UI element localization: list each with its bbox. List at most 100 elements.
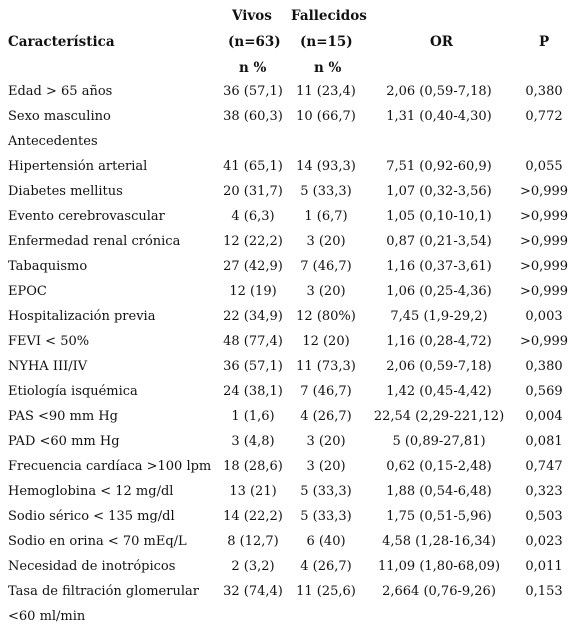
table-row: Evento cerebrovascular 4 (6,3) 1 (6,7) 1,05… xyxy=(0,204,578,229)
row-vivos: 1 (1,6) xyxy=(231,409,275,424)
row-or: 2,664 (0,76-9,26) xyxy=(382,584,496,599)
row-p: 0,380 xyxy=(525,84,563,99)
row-fallecidos: 3 (20) xyxy=(306,234,346,249)
row-p: 0,772 xyxy=(525,109,563,124)
row-vivos: 8 (12,7) xyxy=(227,534,279,549)
row-vivos: 12 (19) xyxy=(229,284,277,299)
table-row: Necesidad de inotrópicos 2 (3,2) 4 (26,7) 1… xyxy=(0,554,578,579)
row-vivos: 2 (3,2) xyxy=(231,559,275,574)
row-p: 0,569 xyxy=(525,384,563,399)
row-vivos: 18 (28,6) xyxy=(223,459,283,474)
row-label: Etiología isquémica xyxy=(8,384,138,399)
row-p: 0,503 xyxy=(525,509,563,524)
row-p: 0,023 xyxy=(525,534,563,549)
row-or: 11,09 (1,80-68,09) xyxy=(377,559,501,574)
row-label: PAD <60 mm Hg xyxy=(8,434,120,449)
row-or: 0,62 (0,15-2,48) xyxy=(386,459,492,474)
row-p: >0,999 xyxy=(519,209,569,224)
row-label: Evento cerebrovascular xyxy=(8,209,165,224)
table-row: Sodio sérico < 135 mg/dl 14 (22,2) 5 (33,3… xyxy=(0,504,578,529)
row-or: 7,51 (0,92-60,9) xyxy=(386,159,492,174)
header-vivos: Vivos xyxy=(232,8,272,24)
table-row: FEVI < 50% 48 (77,4) 12 (20) 1,16 (0,28-4,7… xyxy=(0,329,578,354)
table-row: NYHA III/IV 36 (57,1) 11 (73,3) 2,06 (0,59-… xyxy=(0,354,578,379)
row-fallecidos: 7 (46,7) xyxy=(300,259,352,274)
header-fallecidos: Fallecidos xyxy=(291,8,367,24)
row-vivos: 3 (4,8) xyxy=(231,434,275,449)
row-p: 0,380 xyxy=(525,359,563,374)
row-p: 0,747 xyxy=(525,459,563,474)
table-row: Frecuencia cardíaca >100 lpm 18 (28,6) 3 (… xyxy=(0,454,578,479)
row-fallecidos: 3 (20) xyxy=(306,284,346,299)
header-vivos-n: (n=63) xyxy=(228,34,281,50)
row-or: 5 (0,89-27,81) xyxy=(392,434,486,449)
row-p: 0,011 xyxy=(525,559,563,574)
row-or: 2,06 (0,59-7,18) xyxy=(386,84,492,99)
table-row: <60 ml/min xyxy=(0,604,578,629)
row-fallecidos: 14 (93,3) xyxy=(296,159,356,174)
table-row: Sodio en orina < 70 mEq/L 8 (12,7) 6 (40) 4… xyxy=(0,529,578,554)
row-or: 1,31 (0,40-4,30) xyxy=(386,109,492,124)
row-p: 0,081 xyxy=(525,434,563,449)
row-fallecidos: 10 (66,7) xyxy=(296,109,356,124)
table-row: Sexo masculino 38 (60,3) 10 (66,7) 1,31 (0,… xyxy=(0,104,578,129)
row-or: 1,42 (0,45-4,42) xyxy=(386,384,492,399)
row-fallecidos: 7 (46,7) xyxy=(300,384,352,399)
table-row: Etiología isquémica 24 (38,1) 7 (46,7) 1,42… xyxy=(0,379,578,404)
row-p: 0,003 xyxy=(525,309,563,324)
row-or: 1,88 (0,54-6,48) xyxy=(386,484,492,499)
row-vivos: 20 (31,7) xyxy=(223,184,283,199)
header-or: OR xyxy=(430,34,453,50)
row-fallecidos: 12 (20) xyxy=(302,334,350,349)
row-label: Enfermedad renal crónica xyxy=(8,234,181,249)
row-vivos: 24 (38,1) xyxy=(223,384,283,399)
row-or: 1,75 (0,51-5,96) xyxy=(386,509,492,524)
row-vivos: 22 (34,9) xyxy=(223,309,283,324)
row-or: 2,06 (0,59-7,18) xyxy=(386,359,492,374)
row-vivos: 36 (57,1) xyxy=(223,359,283,374)
row-vivos: 27 (42,9) xyxy=(223,259,283,274)
row-label: Tasa de filtración glomerular xyxy=(8,584,199,599)
table-row: Hipertensión arterial 41 (65,1) 14 (93,3) 7… xyxy=(0,154,578,179)
row-label: Hemoglobina < 12 mg/dl xyxy=(8,484,174,499)
row-or: 1,05 (0,10-10,1) xyxy=(386,209,492,224)
row-or: 0,87 (0,21-3,54) xyxy=(386,234,492,249)
table-row: PAS <90 mm Hg 1 (1,6) 4 (26,7) 22,54 (2,29-… xyxy=(0,404,578,429)
row-label: Sodio sérico < 135 mg/dl xyxy=(8,509,175,524)
row-fallecidos: 3 (20) xyxy=(306,459,346,474)
row-fallecidos: 5 (33,3) xyxy=(300,509,352,524)
row-fallecidos: 5 (33,3) xyxy=(300,484,352,499)
row-label: PAS <90 mm Hg xyxy=(8,409,118,424)
row-or: 1,16 (0,28-4,72) xyxy=(386,334,492,349)
table-row: EPOC 12 (19) 3 (20) 1,06 (0,25-4,36) >0,999 xyxy=(0,279,578,304)
row-or: 22,54 (2,29-221,12) xyxy=(373,409,505,424)
table-row: Enfermedad renal crónica 12 (22,2) 3 (20) 0… xyxy=(0,229,578,254)
row-label: Edad > 65 años xyxy=(8,84,113,99)
row-label: Sodio en orina < 70 mEq/L xyxy=(8,534,187,549)
header-p: P xyxy=(539,34,550,50)
row-fallecidos: 11 (23,4) xyxy=(296,84,356,99)
row-p: 0,055 xyxy=(525,159,563,174)
row-p: >0,999 xyxy=(519,334,569,349)
row-vivos: 12 (22,2) xyxy=(223,234,283,249)
row-label: Necesidad de inotrópicos xyxy=(8,559,176,574)
header-fallecidos-n: (n=15) xyxy=(300,34,353,50)
table-row: Hemoglobina < 12 mg/dl 13 (21) 5 (33,3) 1,8… xyxy=(0,479,578,504)
row-vivos: 4 (6,3) xyxy=(231,209,275,224)
header-fallecidos-pct: n % xyxy=(314,60,342,76)
row-p: >0,999 xyxy=(519,234,569,249)
row-fallecidos: 6 (40) xyxy=(306,534,346,549)
row-fallecidos: 1 (6,7) xyxy=(304,209,348,224)
row-label: <60 ml/min xyxy=(8,609,86,624)
row-vivos: 41 (65,1) xyxy=(223,159,283,174)
row-fallecidos: 4 (26,7) xyxy=(300,409,352,424)
row-fallecidos: 5 (33,3) xyxy=(300,184,352,199)
row-label: Hospitalización previa xyxy=(8,309,156,324)
header-caracteristica: Característica xyxy=(8,34,115,50)
table-row: Diabetes mellitus 20 (31,7) 5 (33,3) 1,07 (… xyxy=(0,179,578,204)
row-p: >0,999 xyxy=(519,284,569,299)
row-or: 1,06 (0,25-4,36) xyxy=(386,284,492,299)
row-p: 0,004 xyxy=(525,409,563,424)
header-vivos-pct: n % xyxy=(239,60,267,76)
row-fallecidos: 11 (25,6) xyxy=(296,584,356,599)
